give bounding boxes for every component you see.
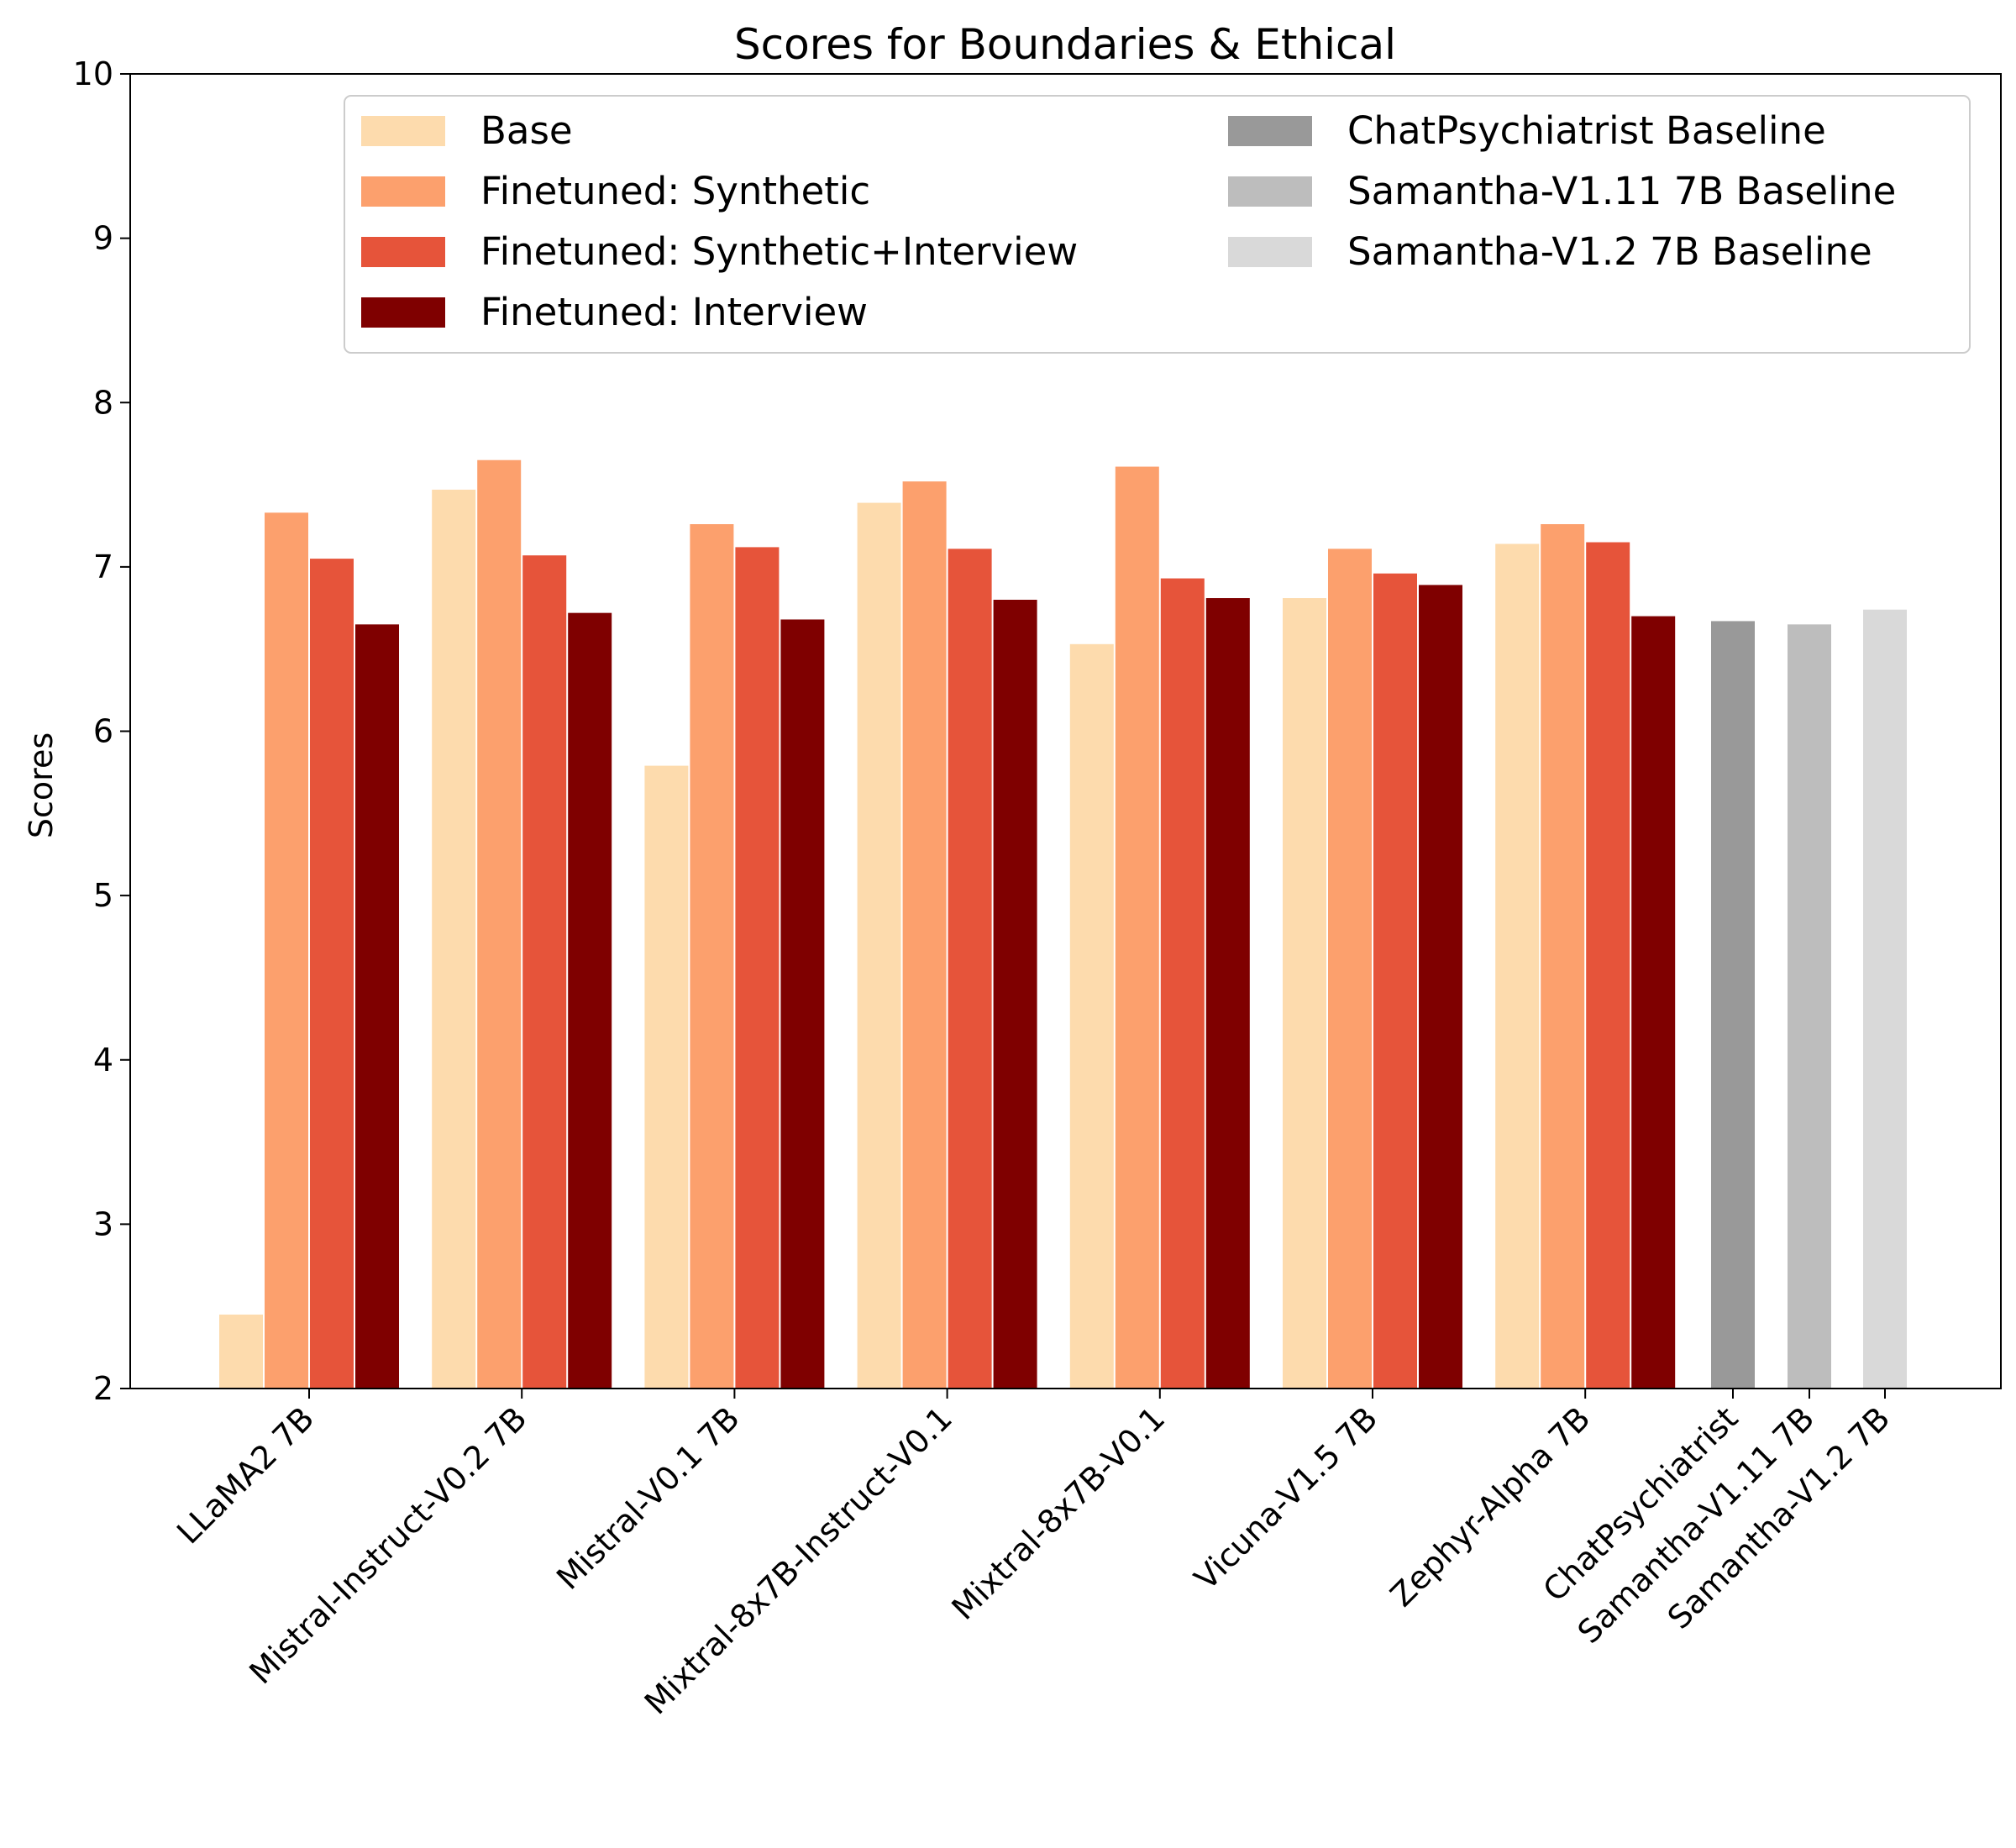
- legend-label-samantha-v1-11-7b-baseline: Samantha-V1.11 7B Baseline: [1347, 169, 1896, 213]
- bar-mistral-v0-1-7b-finetuned-interview: [780, 619, 825, 1389]
- bar-llama2-7b-base: [219, 1314, 263, 1389]
- x-tick-label-mistral-v0-1-7b: Mistral-V0.1 7B: [549, 1399, 747, 1597]
- y-axis: 2 3 4 5 6 7 8 9 10: [73, 55, 130, 1407]
- legend-label-finetuned-synthetic: Finetuned: Synthetic: [480, 169, 870, 213]
- bar-chatpsychiatrist: [1711, 621, 1755, 1389]
- y-tick-label: 6: [93, 713, 113, 750]
- legend-swatch-chatpsychiatrist-baseline: [1228, 116, 1312, 146]
- bar-llama2-7b-finetuned-synthetic-interview: [310, 559, 354, 1389]
- y-tick-label: 7: [93, 549, 113, 585]
- bar-mistral-instruct-v0-2-7b-finetuned-interview: [568, 612, 612, 1389]
- bar-mixtral-8x7b-instruct-v0-1-finetuned-synthetic-interview: [948, 549, 992, 1389]
- bar-llama2-7b-finetuned-synthetic: [265, 512, 308, 1389]
- y-tick-label: 10: [73, 55, 113, 92]
- y-tick-label: 4: [93, 1042, 113, 1079]
- legend-label-chatpsychiatrist-baseline: ChatPsychiatrist Baseline: [1347, 108, 1826, 153]
- bar-samantha-v1-2-7b: [1863, 609, 1907, 1389]
- bar-llama2-7b-finetuned-interview: [355, 624, 399, 1389]
- legend-swatch-samantha-v1-11-7b-baseline: [1228, 176, 1312, 207]
- bar-mixtral-8x7b-v0-1-base: [1069, 643, 1114, 1389]
- bar-mistral-v0-1-7b-finetuned-synthetic: [690, 524, 734, 1389]
- bar-zephyr-alpha-7b-finetuned-synthetic: [1541, 524, 1585, 1389]
- y-tick-label: 5: [93, 877, 113, 914]
- plot-frame: [129, 73, 2002, 1389]
- x-tick-label-llama2-7b: LLaMA2 7B: [170, 1399, 321, 1551]
- bar-vicuna-v1-5-7b-finetuned-synthetic-interview: [1373, 573, 1417, 1389]
- bar-mistral-v0-1-7b-base: [644, 765, 689, 1389]
- bar-mistral-instruct-v0-2-7b-base: [432, 489, 476, 1389]
- legend-swatch-samantha-v1-2-7b-baseline: [1228, 237, 1312, 267]
- legend: Base Finetuned: Synthetic Finetuned: Synth…: [344, 95, 1971, 354]
- bar-mistral-v0-1-7b-finetuned-synthetic-interview: [735, 547, 780, 1389]
- legend-label-finetuned-interview: Finetuned: Interview: [480, 290, 868, 334]
- y-tick-label: 3: [93, 1205, 113, 1242]
- legend-swatch-base: [361, 116, 445, 146]
- bar-vicuna-v1-5-7b-finetuned-synthetic: [1328, 549, 1372, 1389]
- y-tick-label: 2: [93, 1370, 113, 1407]
- legend-label-samantha-v1-2-7b-baseline: Samantha-V1.2 7B Baseline: [1347, 229, 1872, 274]
- bars-group: [219, 459, 1907, 1389]
- legend-swatch-finetuned-synthetic: [361, 176, 445, 207]
- y-tick-label: 9: [93, 220, 113, 257]
- bar-zephyr-alpha-7b-base: [1495, 543, 1540, 1389]
- x-tick-label-mixtral-8x7b-v0-1: Mixtral-8x7B-V0.1: [945, 1399, 1173, 1627]
- bar-vicuna-v1-5-7b-finetuned-interview: [1419, 585, 1462, 1389]
- bar-samantha-v1-11-7b: [1788, 624, 1831, 1389]
- bar-mistral-instruct-v0-2-7b-finetuned-synthetic-interview: [522, 555, 567, 1389]
- bar-zephyr-alpha-7b-finetuned-interview: [1631, 616, 1676, 1389]
- legend-frame: [344, 95, 1971, 354]
- bar-mixtral-8x7b-v0-1-finetuned-interview: [1205, 598, 1250, 1389]
- y-axis-label: Scores: [23, 732, 60, 838]
- bar-mixtral-8x7b-instruct-v0-1-base: [857, 502, 901, 1389]
- bar-mixtral-8x7b-v0-1-finetuned-synthetic: [1115, 466, 1159, 1389]
- y-tick-label: 8: [93, 384, 113, 421]
- bar-vicuna-v1-5-7b-base: [1283, 598, 1326, 1389]
- legend-label-base: Base: [480, 108, 573, 153]
- bar-zephyr-alpha-7b-finetuned-synthetic-interview: [1586, 542, 1630, 1389]
- legend-label-finetuned-synthetic-interview: Finetuned: Synthetic+Interview: [480, 229, 1078, 274]
- bar-mixtral-8x7b-instruct-v0-1-finetuned-interview: [993, 600, 1037, 1389]
- legend-swatch-finetuned-interview: [361, 297, 445, 328]
- x-tick-label-vicuna-v1-5-7b: Vicuna-V1.5 7B: [1187, 1399, 1384, 1597]
- bar-mistral-instruct-v0-2-7b-finetuned-synthetic: [477, 459, 522, 1389]
- bar-mixtral-8x7b-instruct-v0-1-finetuned-synthetic: [902, 481, 947, 1389]
- chart-title: Scores for Boundaries & Ethical: [734, 20, 1396, 69]
- bar-mixtral-8x7b-v0-1-finetuned-synthetic-interview: [1160, 578, 1205, 1389]
- legend-swatch-finetuned-synthetic-interview: [361, 237, 445, 267]
